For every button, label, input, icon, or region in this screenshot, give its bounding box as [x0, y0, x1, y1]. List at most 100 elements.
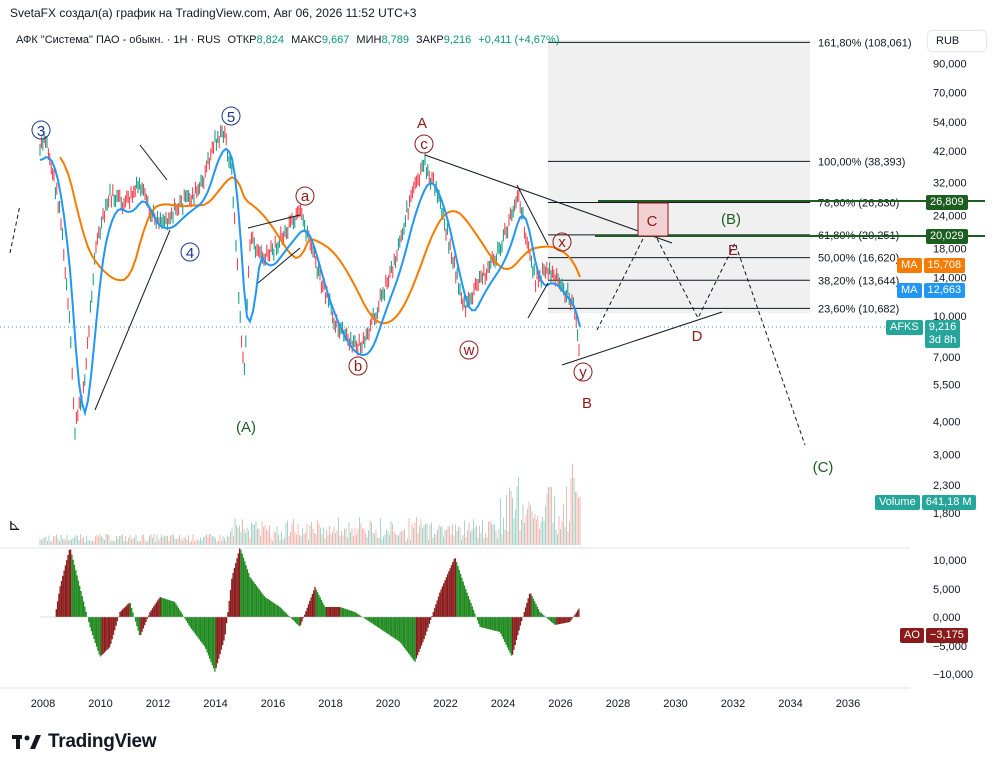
- ao-tick-4: −10,000: [933, 669, 973, 681]
- wave-c-box[interactable]: [637, 202, 669, 237]
- legend-close: 9,216: [443, 34, 472, 46]
- time-tick-2016: 2016: [261, 698, 285, 710]
- ruler-icon[interactable]: ⊾: [8, 517, 22, 534]
- price-tick-11: 4,000: [933, 416, 961, 428]
- ma1-badge: MA 15,708: [897, 258, 966, 273]
- ao-tick-2: 0,000: [933, 612, 961, 624]
- legend-open-label: ОТКР: [227, 34, 257, 46]
- price-tick-5: 24,000: [933, 210, 967, 222]
- fib-label-6: 23,60% (10,682): [818, 303, 899, 315]
- time-tick-2014: 2014: [203, 698, 227, 710]
- price-tick-2: 54,000: [933, 117, 967, 129]
- currency-button[interactable]: RUB: [928, 31, 986, 51]
- time-tick-2024: 2024: [491, 698, 515, 710]
- time-tick-2026: 2026: [548, 698, 572, 710]
- time-tick-2028: 2028: [606, 698, 630, 710]
- wave-label-y: y: [579, 364, 587, 381]
- fib-label-1: 100,00% (38,393): [818, 156, 905, 168]
- time-tick-2018: 2018: [318, 698, 342, 710]
- wave-label-C-big: (C): [813, 459, 834, 476]
- legend-high-label: МАКС: [291, 34, 322, 46]
- symbol-legend[interactable]: АФК "Система" ПАО - обыкн. · 1H · RUS ОТ…: [16, 34, 564, 46]
- ao-tick-0: 10,000: [933, 555, 967, 567]
- time-tick-2008: 2008: [31, 698, 55, 710]
- time-tick-2012: 2012: [146, 698, 170, 710]
- fib-label-4: 50,00% (16,620): [818, 253, 899, 265]
- legend-close-label: ЗАКР: [416, 34, 444, 46]
- volume-badge-value: 641,18 M: [921, 495, 976, 510]
- wave-label-3: 3: [37, 123, 45, 140]
- wave-label-w: w: [463, 342, 475, 359]
- legend-high: 9,667: [321, 34, 350, 46]
- price-tick-1: 70,000: [933, 87, 967, 99]
- price-scale[interactable]: 90,000 70,000 54,000 42,000 32,000 24,000 18,0…: [933, 58, 967, 520]
- level-badge-2: 20,029: [926, 229, 968, 244]
- fib-label-5: 38,20% (13,644): [818, 275, 899, 287]
- legend-symbol[interactable]: АФК "Система" ПАО - обыкн. · 1H · RUS: [16, 34, 221, 46]
- ao-badge-value: −3,175: [925, 628, 968, 643]
- time-tick-2036: 2036: [836, 698, 860, 710]
- ao-scale[interactable]: 10,000 5,000 0,000 −5,000 −10,000: [933, 555, 973, 681]
- legend-change: +0,411 (+4,67%): [478, 34, 560, 46]
- wave-label-5: 5: [227, 109, 235, 126]
- ma2-badge-value: 12,663: [923, 283, 966, 298]
- time-scale[interactable]: 2008 2010 2012 2014 2016 2018 2020 2022 2024 2026…: [31, 698, 860, 710]
- price-tick-10: 5,500: [933, 380, 961, 392]
- tradingview-logo-icon: [12, 735, 41, 749]
- price-tick-12: 3,000: [933, 449, 961, 461]
- fib-retracement[interactable]: 161,80% (108,061) 100,00% (38,393) 78,60% …: [548, 37, 912, 315]
- wave-label-D: D: [692, 328, 703, 345]
- wave-label-4: 4: [186, 245, 194, 262]
- price-tick-14: 1,800: [933, 508, 961, 520]
- symbol-badge-value-box: 9,216 3d 8h: [924, 320, 961, 348]
- fib-zone-shading: [548, 40, 810, 313]
- ao-badge: AO −3,175: [900, 628, 968, 643]
- price-candles: [39, 125, 580, 440]
- fib-label-2: 78,60% (26,830): [818, 198, 899, 210]
- time-tick-2030: 2030: [663, 698, 687, 710]
- tradingview-brand: TradingView: [48, 731, 157, 752]
- level-badge-1: 26,809: [926, 195, 968, 210]
- wave-label-c: c: [420, 136, 428, 153]
- symbol-badge-price: 9,216: [928, 321, 957, 333]
- ma-orange-line: [59, 156, 581, 325]
- legend-open: 8,824: [256, 34, 285, 46]
- ao-badge-label: AO: [900, 628, 924, 643]
- tradingview-logo: TradingView: [12, 731, 157, 753]
- volume-bars: [39, 463, 581, 545]
- time-tick-2022: 2022: [433, 698, 457, 710]
- ma2-badge-label: MA: [897, 283, 922, 298]
- wave-label-A-big: (A): [236, 419, 256, 436]
- price-tick-0: 90,000: [933, 58, 967, 70]
- wave-label-B-big: (B): [721, 211, 741, 228]
- wave-labels: 3 5 4 (A) (B) (C) a b c w x y A B C D E: [31, 106, 834, 476]
- wave-label-B: B: [582, 395, 592, 412]
- time-tick-2010: 2010: [88, 698, 112, 710]
- ma2-badge: MA 12,663: [897, 283, 966, 298]
- ma1-badge-value: 15,708: [923, 258, 966, 273]
- ao-histogram: [55, 548, 580, 672]
- chart-header-title: SvetaFX создал(а) график на TradingView.…: [10, 6, 417, 20]
- symbol-badge-label: AFKS: [886, 320, 923, 335]
- ma-blue-line: [39, 147, 581, 417]
- volume-badge-label: Volume: [875, 495, 920, 510]
- time-tick-2020: 2020: [376, 698, 400, 710]
- wave-label-b: b: [354, 358, 362, 375]
- wave-drawings[interactable]: [9, 144, 985, 446]
- wave-label-C: C: [647, 213, 658, 230]
- price-tick-4: 32,000: [933, 177, 967, 189]
- time-tick-2032: 2032: [721, 698, 745, 710]
- wave-label-x: x: [558, 234, 566, 251]
- fib-label-0: 161,80% (108,061): [818, 37, 912, 49]
- legend-low-label: МИН: [356, 34, 382, 46]
- time-tick-2034: 2034: [778, 698, 802, 710]
- symbol-price-badge: AFKS 9,216 3d 8h: [886, 320, 961, 348]
- ma1-badge-label: MA: [897, 258, 922, 273]
- ao-tick-1: 5,000: [933, 584, 961, 596]
- price-tick-13: 2,300: [933, 480, 961, 492]
- volume-badge: Volume 641,18 M: [875, 495, 976, 510]
- price-tick-3: 42,000: [933, 146, 967, 158]
- ao-tick-3: −5,000: [933, 641, 967, 653]
- symbol-badge-countdown: 3d 8h: [928, 334, 957, 346]
